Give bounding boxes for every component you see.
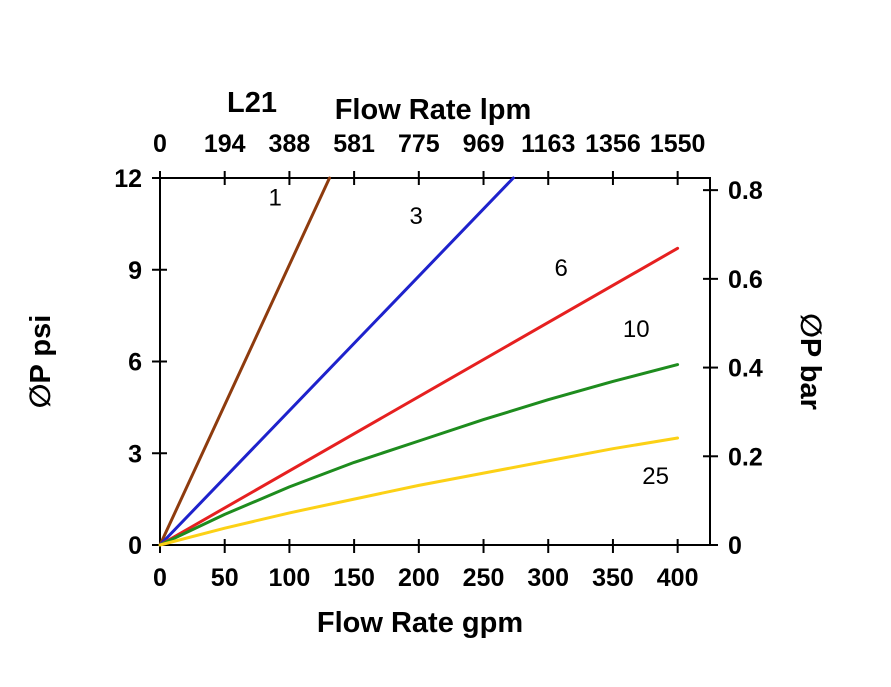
x-tick-label-lpm: 1356: [585, 130, 641, 158]
x-tick-label-gpm: 50: [211, 564, 239, 592]
x-tick-label-gpm: 100: [269, 564, 311, 592]
x-tick-label-lpm: 581: [333, 130, 375, 158]
series-label-1: 1: [269, 185, 282, 212]
x-tick-label-gpm: 400: [657, 564, 699, 592]
x-tick-label-lpm: 388: [269, 130, 311, 158]
x-tick-label-gpm: 250: [463, 564, 505, 592]
x-tick-label-lpm: 1163: [521, 130, 575, 158]
y-tick-label-psi: 3: [128, 440, 142, 468]
right-axis-title: ∅P bar: [794, 313, 826, 410]
series-label-25: 25: [642, 463, 669, 490]
chart-title: L21: [227, 87, 277, 119]
y-tick-label-bar: 0.2: [728, 443, 763, 471]
x-tick-label-gpm: 200: [398, 564, 440, 592]
y-tick-label-psi: 9: [128, 257, 142, 285]
series-label-6: 6: [555, 255, 568, 282]
series-label-10: 10: [623, 316, 650, 343]
series-line-6: [158, 246, 680, 547]
x-tick-label-lpm: 194: [204, 130, 246, 158]
y-tick-label-bar: 0.4: [728, 355, 763, 383]
y-tick-label-psi: 12: [114, 165, 142, 193]
x-tick-label-gpm: 300: [527, 564, 569, 592]
x-tick-label-lpm: 969: [463, 130, 505, 158]
x-tick-label-lpm: 1550: [650, 130, 706, 158]
series-line-1: [158, 176, 331, 547]
y-tick-label-bar: 0.6: [728, 266, 763, 294]
bottom-axis-title: Flow Rate gpm: [317, 607, 523, 639]
y-tick-label-psi: 6: [128, 349, 142, 377]
x-tick-label-lpm: 775: [398, 130, 440, 158]
series-line-25: [158, 436, 680, 547]
x-tick-label-lpm: 0: [153, 130, 167, 158]
x-tick-label-gpm: 0: [153, 564, 167, 592]
x-tick-label-gpm: 150: [333, 564, 375, 592]
series-line-10: [158, 363, 680, 547]
left-axis-title: ∅P psi: [25, 315, 57, 409]
x-tick-label-gpm: 350: [592, 564, 634, 592]
top-axis-title: Flow Rate lpm: [335, 94, 532, 126]
series-line-3: [158, 176, 515, 547]
y-tick-label-bar: 0.8: [728, 177, 763, 205]
plot-border: [159, 177, 711, 546]
series-label-3: 3: [410, 203, 423, 230]
y-tick-label-bar: 0: [728, 532, 742, 560]
y-tick-label-psi: 0: [128, 532, 142, 560]
